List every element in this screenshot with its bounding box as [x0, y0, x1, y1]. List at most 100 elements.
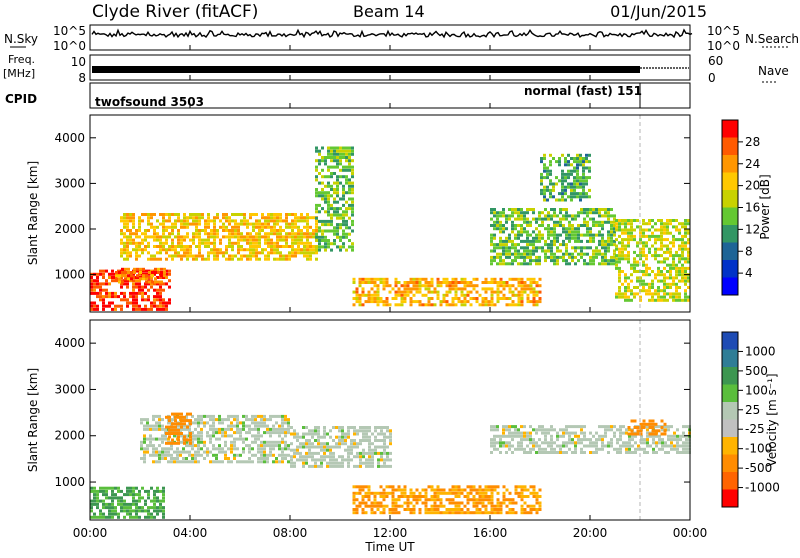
heatmap-cell — [358, 491, 362, 495]
heatmap-cell — [210, 248, 213, 252]
heatmap-cell — [595, 224, 598, 227]
heatmap-cell — [368, 461, 371, 465]
heatmap-cell — [233, 414, 236, 418]
heatmap-cell — [493, 485, 497, 489]
heatmap-cell — [478, 508, 482, 511]
heatmap-cell — [194, 453, 197, 457]
heatmap-cell — [327, 181, 330, 185]
heatmap-cell — [255, 241, 258, 245]
heatmap-cell — [174, 441, 177, 445]
heatmap-cell — [275, 460, 278, 464]
heatmap-cell — [157, 267, 160, 271]
freq-trace — [92, 66, 640, 73]
heatmap-cell — [147, 229, 150, 232]
heatmap-cell — [359, 461, 362, 465]
heatmap-cell — [633, 234, 636, 238]
heatmap-cell — [203, 444, 206, 448]
heatmap-cell — [658, 434, 661, 438]
heatmap-cell — [297, 251, 300, 255]
heatmap-cell — [571, 438, 574, 442]
heatmap-cell — [663, 289, 666, 293]
heatmap-cell — [684, 234, 687, 238]
heatmap-cell — [329, 445, 332, 449]
heatmap-cell — [520, 230, 523, 234]
heatmap-cell — [159, 238, 162, 242]
heatmap-cell — [631, 434, 634, 438]
heatmap-cell — [517, 252, 520, 256]
heatmap-cell — [165, 219, 168, 223]
heatmap-cell — [281, 418, 284, 422]
heatmap-cell — [221, 450, 224, 454]
heatmap-cell — [589, 262, 592, 266]
colorbar-tick-label: -100 — [745, 442, 772, 456]
heatmap-cell — [684, 298, 687, 302]
heatmap-cell — [147, 298, 150, 302]
heatmap-cell — [654, 429, 658, 433]
heatmap-cell — [583, 224, 586, 227]
heatmap-cell — [466, 498, 470, 502]
heatmap-cell — [345, 159, 348, 163]
heatmap-cell — [675, 273, 678, 277]
heatmap-cell — [556, 262, 559, 266]
heatmap-cell — [418, 281, 422, 284]
heatmap-cell — [385, 281, 389, 284]
heatmap-cell — [362, 455, 365, 459]
heatmap-cell — [687, 260, 690, 264]
heatmap-cell — [460, 287, 464, 291]
heatmap-cell — [138, 304, 141, 308]
heatmap-cell — [182, 457, 185, 460]
heatmap-cell — [598, 252, 601, 256]
heatmap-cell — [213, 254, 216, 258]
heatmap-cell — [338, 435, 341, 439]
heatmap-cell — [111, 295, 114, 299]
heatmap-cell — [589, 211, 592, 215]
heatmap-cell — [150, 515, 153, 519]
heatmap-cell — [678, 257, 681, 261]
heatmap-cell — [380, 451, 383, 455]
heatmap-cell — [186, 251, 189, 255]
heatmap-cell — [288, 213, 291, 216]
heatmap-cell — [523, 281, 527, 284]
heatmap-cell — [577, 239, 580, 243]
heatmap-cell — [582, 163, 585, 167]
heatmap-cell — [348, 226, 351, 230]
heatmap-cell — [336, 207, 339, 211]
heatmap-cell — [558, 160, 561, 164]
heatmap-cell — [152, 437, 155, 441]
heatmap-cell — [660, 247, 663, 251]
heatmap-cell — [236, 431, 239, 435]
heatmap-cell — [669, 276, 672, 280]
heatmap-cell — [174, 254, 177, 258]
heatmap-cell — [541, 447, 544, 451]
heatmap-cell — [669, 295, 672, 299]
heatmap-cell — [556, 255, 559, 259]
heatmap-cell — [368, 442, 371, 446]
heatmap-cell — [370, 511, 374, 515]
heatmap-cell — [517, 444, 520, 448]
heatmap-cell — [174, 415, 177, 419]
heatmap-cell — [266, 427, 269, 431]
heatmap-cell — [358, 281, 362, 284]
heatmap-cell — [161, 450, 164, 454]
heatmap-cell — [90, 499, 93, 503]
heatmap-cell — [636, 241, 639, 245]
heatmap-cell — [561, 188, 564, 192]
y-tick-label: 2000 — [54, 222, 85, 236]
heatmap-cell — [424, 281, 428, 284]
heatmap-cell — [278, 453, 281, 457]
heatmap-cell — [562, 239, 565, 243]
heatmap-cell — [158, 457, 161, 460]
heatmap-cell — [576, 176, 579, 180]
heatmap-cell — [156, 225, 159, 229]
heatmap-cell — [147, 282, 150, 286]
heatmap-cell — [615, 219, 618, 222]
heatmap-cell — [517, 428, 520, 432]
heatmap-cell — [159, 301, 162, 305]
heatmap-cell — [598, 214, 601, 218]
heatmap-cell — [469, 303, 473, 307]
heatmap-cell — [200, 434, 203, 438]
heatmap-cell — [371, 464, 374, 468]
heatmap-cell — [687, 247, 690, 251]
heatmap-cell — [117, 304, 120, 308]
heatmap-cell — [424, 504, 428, 508]
